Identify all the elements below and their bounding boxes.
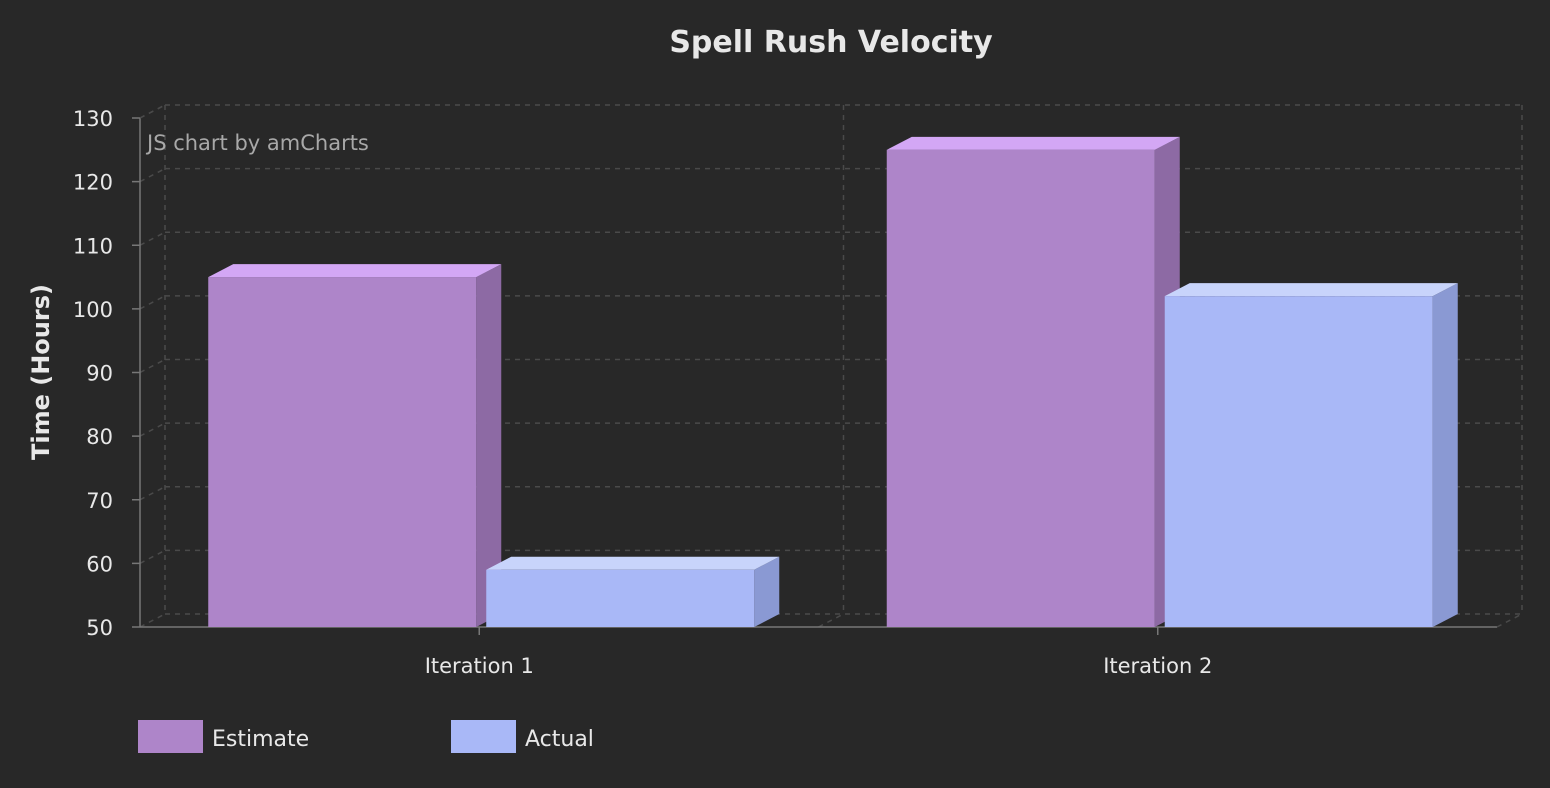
y-gridline-depth <box>139 422 166 437</box>
y-axis-title: Time (Hours) <box>27 284 55 460</box>
bar-estimate-1 <box>208 264 502 627</box>
bar-top <box>208 264 502 278</box>
bar-top <box>886 136 1180 150</box>
y-tick-label: 50 <box>86 616 113 640</box>
y-gridline-depth <box>139 549 166 565</box>
x-axis-depth <box>1496 613 1523 628</box>
y-tick-label: 90 <box>86 362 113 386</box>
chart-title: Spell Rush Velocity <box>669 25 993 60</box>
y-tick-label: 110 <box>73 234 113 258</box>
legend-item-estimate[interactable]: Estimate <box>138 720 309 753</box>
y-gridline-depth <box>139 486 166 501</box>
y-gridline-depth <box>139 167 166 183</box>
y-tick-label: 130 <box>73 107 113 131</box>
y-gridline-depth <box>139 231 166 246</box>
x-category-label: Iteration 2 <box>1103 654 1212 678</box>
y-tick-label: 80 <box>86 425 113 449</box>
bar-front <box>1164 296 1433 627</box>
bar-front <box>208 277 477 627</box>
y-gridline-depth <box>139 295 166 310</box>
y-gridline-depth <box>139 613 166 628</box>
bar-front <box>886 149 1155 627</box>
y-tick-label: 120 <box>73 171 113 195</box>
bar-actual-1 <box>486 556 780 627</box>
y-axis-depth <box>139 104 166 119</box>
bar-side <box>754 556 780 627</box>
credit-link[interactable]: JS chart by amCharts <box>145 131 369 155</box>
legend: Estimate Actual <box>138 720 594 753</box>
y-tick-label: 70 <box>86 489 113 513</box>
bar-front <box>486 569 755 627</box>
x-category-label: Iteration 1 <box>425 654 534 678</box>
bars-layer <box>208 136 1458 627</box>
bar-estimate-2 <box>886 136 1180 627</box>
legend-item-actual[interactable]: Actual <box>451 720 594 753</box>
y-gridline-depth <box>139 358 166 374</box>
labels-layer: 50 60 70 80 90 100 110 120 130 Iteration 1 Iterati… <box>73 107 1212 678</box>
y-tick-label: 60 <box>86 552 113 576</box>
legend-swatch <box>451 720 516 753</box>
bar-top <box>486 556 780 570</box>
legend-label: Actual <box>525 727 594 752</box>
bar-side <box>476 264 502 627</box>
y-tick-label: 100 <box>73 298 113 322</box>
legend-label: Estimate <box>212 727 309 752</box>
bar-actual-2 <box>1164 283 1458 627</box>
legend-swatch <box>138 720 203 753</box>
bar-side <box>1432 283 1458 627</box>
x-gridline-depth <box>818 613 844 628</box>
bar-top <box>1164 283 1458 297</box>
